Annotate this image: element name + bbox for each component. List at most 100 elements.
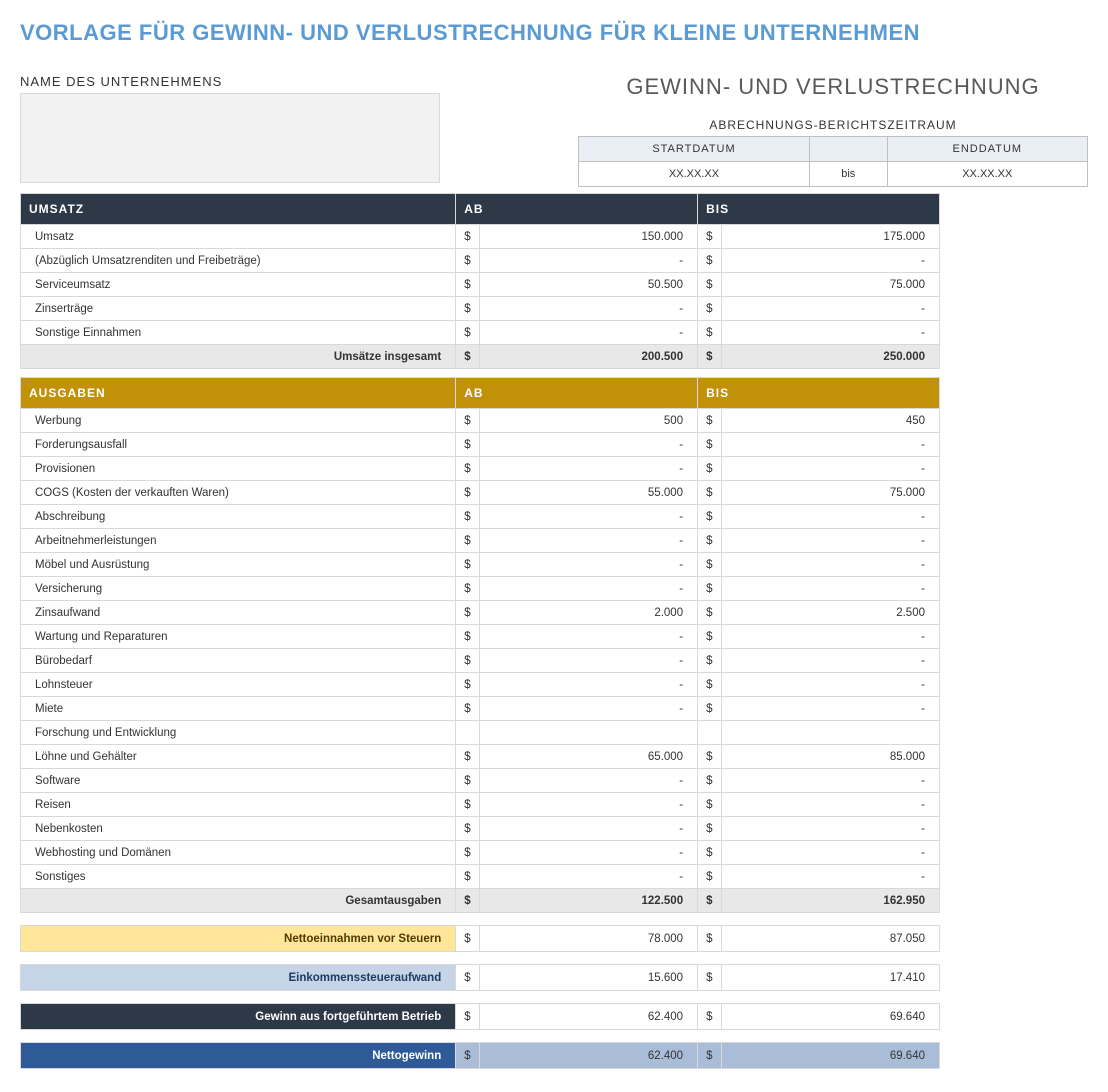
row-bis-currency: $ — [698, 745, 722, 769]
row-bis-value[interactable]: - — [722, 433, 940, 457]
row-ab-value[interactable]: - — [480, 841, 698, 865]
row-bis-value[interactable]: - — [722, 553, 940, 577]
row-bis-currency: $ — [698, 321, 722, 345]
row-bis-value[interactable]: - — [722, 769, 940, 793]
row-ab-currency: $ — [456, 297, 480, 321]
row-label: Zinsaufwand — [21, 601, 456, 625]
row-label: Sonstiges — [21, 865, 456, 889]
row-ab-value[interactable]: 150.000 — [480, 225, 698, 249]
row-bis-value[interactable]: - — [722, 841, 940, 865]
row-ab-value[interactable]: - — [480, 457, 698, 481]
summary-netprofit-label: Nettogewinn — [21, 1043, 456, 1069]
row-label: Bürobedarf — [21, 649, 456, 673]
row-bis-value[interactable]: - — [722, 529, 940, 553]
row-bis-currency: $ — [698, 297, 722, 321]
row-bis-currency: $ — [698, 481, 722, 505]
row-ab-value[interactable]: 65.000 — [480, 745, 698, 769]
financial-table: UMSATZABBISUmsatz$150.000$175.000(Abzügl… — [20, 193, 940, 913]
row-bis-value[interactable]: 175.000 — [722, 225, 940, 249]
row-ab-value[interactable]: - — [480, 649, 698, 673]
row-label: Versicherung — [21, 577, 456, 601]
row-bis-value[interactable]: - — [722, 793, 940, 817]
summary-table: Nettoeinnahmen vor Steuern$78.000$87.050… — [20, 913, 940, 1069]
row-ab-value[interactable]: - — [480, 865, 698, 889]
row-ab-currency — [456, 721, 480, 745]
row-bis-currency: $ — [698, 577, 722, 601]
row-ab-value[interactable]: - — [480, 297, 698, 321]
row-ab-currency: $ — [456, 673, 480, 697]
row-bis-value[interactable]: 85.000 — [722, 745, 940, 769]
row-ab-value[interactable]: - — [480, 697, 698, 721]
row-ab-currency: $ — [456, 649, 480, 673]
row-label: Abschreibung — [21, 505, 456, 529]
row-ab-currency: $ — [456, 321, 480, 345]
row-bis-value[interactable]: - — [722, 457, 940, 481]
row-ab-value[interactable]: 500 — [480, 409, 698, 433]
row-ab-value[interactable]: - — [480, 577, 698, 601]
row-ab-currency: $ — [456, 793, 480, 817]
row-bis-value[interactable]: - — [722, 817, 940, 841]
row-ab-value[interactable]: - — [480, 321, 698, 345]
row-label: Reisen — [21, 793, 456, 817]
row-bis-currency: $ — [698, 769, 722, 793]
row-bis-value[interactable] — [722, 721, 940, 745]
company-name-input[interactable] — [20, 93, 440, 183]
row-bis-value[interactable]: 75.000 — [722, 481, 940, 505]
row-ab-value[interactable]: - — [480, 625, 698, 649]
row-ab-value[interactable]: 2.000 — [480, 601, 698, 625]
company-name-label: NAME DES UNTERNEHMENS — [20, 74, 440, 89]
row-ab-currency: $ — [456, 865, 480, 889]
row-bis-value[interactable]: 75.000 — [722, 273, 940, 297]
row-bis-value[interactable]: - — [722, 577, 940, 601]
row-ab-value[interactable]: - — [480, 553, 698, 577]
row-bis-currency: $ — [698, 529, 722, 553]
row-bis-value[interactable]: - — [722, 321, 940, 345]
period-start-value[interactable]: XX.XX.XX — [579, 162, 810, 187]
row-bis-currency: $ — [698, 697, 722, 721]
row-bis-currency: $ — [698, 249, 722, 273]
row-bis-value[interactable]: - — [722, 505, 940, 529]
summary-tax-bis-currency: $ — [698, 965, 722, 991]
summary-netprofit-ab-value: 62.400 — [480, 1043, 698, 1069]
row-ab-value[interactable]: - — [480, 529, 698, 553]
row-label: Möbel und Ausrüstung — [21, 553, 456, 577]
row-ab-value[interactable]: 55.000 — [480, 481, 698, 505]
row-ab-value[interactable]: - — [480, 433, 698, 457]
row-bis-value[interactable]: 2.500 — [722, 601, 940, 625]
row-label: Wartung und Reparaturen — [21, 625, 456, 649]
row-bis-currency: $ — [698, 273, 722, 297]
period-table: STARTDATUM ENDDATUM XX.XX.XX bis XX.XX.X… — [578, 136, 1088, 187]
row-bis-currency: $ — [698, 505, 722, 529]
total-bis-currency: $ — [698, 345, 722, 369]
row-label: Sonstige Einnahmen — [21, 321, 456, 345]
row-ab-value[interactable]: - — [480, 817, 698, 841]
row-ab-currency: $ — [456, 577, 480, 601]
period-end-value[interactable]: XX.XX.XX — [887, 162, 1087, 187]
row-ab-currency: $ — [456, 529, 480, 553]
summary-continuing-bis-currency: $ — [698, 1004, 722, 1030]
row-bis-value[interactable]: - — [722, 297, 940, 321]
total-bis-currency: $ — [698, 889, 722, 913]
row-bis-currency: $ — [698, 649, 722, 673]
row-label: Werbung — [21, 409, 456, 433]
row-bis-value[interactable]: - — [722, 249, 940, 273]
row-bis-value[interactable]: - — [722, 649, 940, 673]
row-ab-value[interactable]: - — [480, 793, 698, 817]
row-bis-value[interactable]: 450 — [722, 409, 940, 433]
row-bis-value[interactable]: - — [722, 625, 940, 649]
row-ab-value[interactable]: - — [480, 769, 698, 793]
row-bis-value[interactable]: - — [722, 865, 940, 889]
row-bis-currency: $ — [698, 433, 722, 457]
row-ab-currency: $ — [456, 553, 480, 577]
row-ab-value[interactable]: - — [480, 249, 698, 273]
row-ab-value[interactable]: - — [480, 673, 698, 697]
row-ab-value[interactable]: - — [480, 505, 698, 529]
row-ab-value[interactable]: 50.500 — [480, 273, 698, 297]
summary-continuing-ab-currency: $ — [456, 1004, 480, 1030]
row-bis-value[interactable]: - — [722, 673, 940, 697]
row-ab-value[interactable] — [480, 721, 698, 745]
row-bis-value[interactable]: - — [722, 697, 940, 721]
row-label: Serviceumsatz — [21, 273, 456, 297]
row-ab-currency: $ — [456, 745, 480, 769]
row-bis-currency: $ — [698, 817, 722, 841]
